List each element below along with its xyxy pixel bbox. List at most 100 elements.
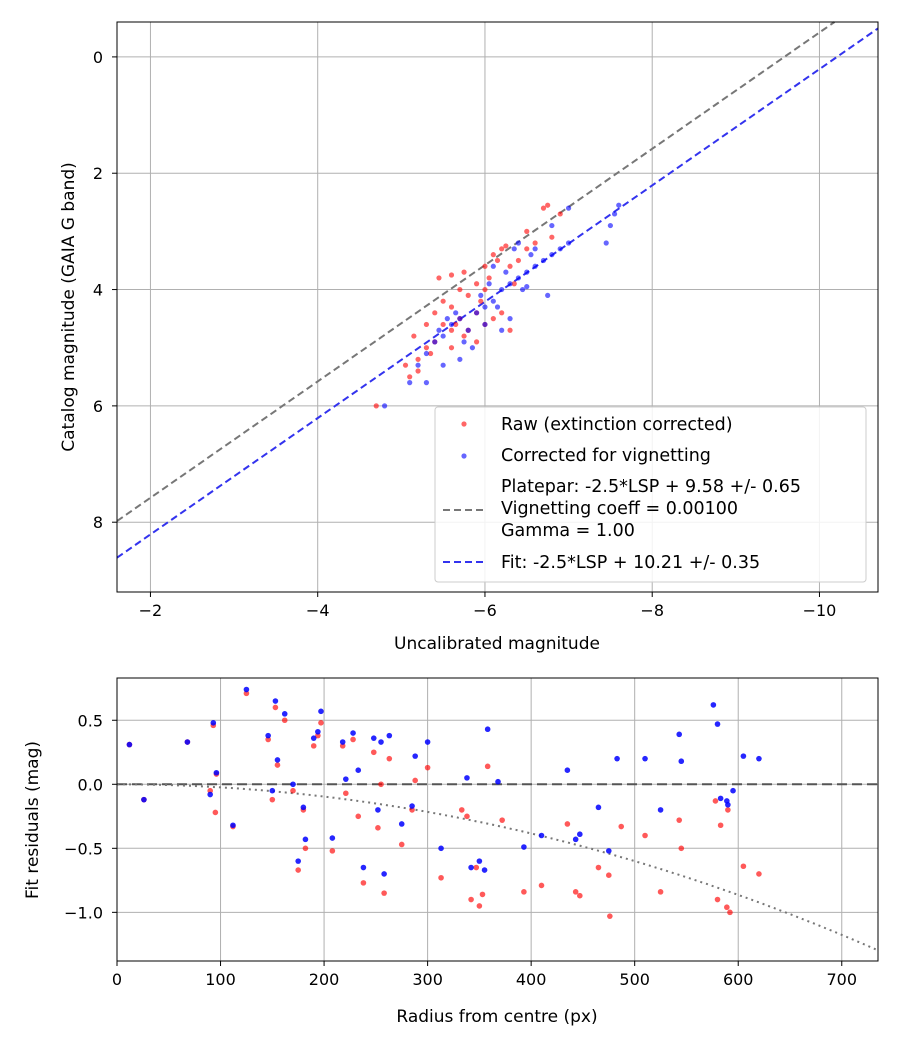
raw-residual-point (572, 889, 579, 895)
corrected-residual-point (577, 831, 583, 838)
corrected-residual-point (538, 832, 545, 839)
raw-point (453, 321, 459, 328)
raw-point (448, 327, 455, 333)
raw-residual-point (310, 743, 317, 749)
corrected-point (444, 316, 450, 322)
corrected-point (528, 252, 534, 258)
bottom-x-tick-label: 100 (205, 970, 236, 989)
raw-residual-point (398, 841, 405, 848)
corrected-residual-point (210, 720, 217, 726)
corrected-residual-point (398, 821, 405, 827)
bottom-grid (116, 678, 878, 961)
corrected-residual-point (756, 755, 762, 762)
corrected-residual-point (678, 758, 685, 765)
raw-residual-point (318, 720, 324, 726)
raw-residual-point (350, 736, 356, 743)
raw-residual-point (473, 864, 480, 871)
raw-residual-point (375, 825, 381, 831)
corrected-residual-point (360, 864, 367, 871)
corrected-residual-point (710, 702, 717, 708)
corrected-residual-point (438, 845, 444, 852)
corrected-point (499, 286, 505, 293)
corrected-residual-point (495, 778, 501, 785)
raw-residual-point (329, 848, 336, 854)
bottom-x-ticks: 0 100 200 300 400 500 600 700 (112, 961, 857, 989)
raw-residual-point (290, 787, 296, 794)
raw-residual-point (302, 845, 309, 852)
corrected-residual-point (381, 871, 387, 877)
corrected-point (549, 252, 555, 258)
raw-point (486, 275, 492, 281)
top-y-axis-title: Catalog magnitude (GAIA G band) (59, 162, 79, 452)
top-y-tick-label: 4 (93, 281, 103, 300)
raw-point (427, 350, 434, 357)
raw-residual-point (339, 743, 346, 749)
corrected-residual-point (318, 708, 324, 715)
corrected-residual-point (481, 867, 488, 873)
raw-residual-point (740, 863, 747, 870)
raw-point (482, 286, 488, 293)
corrected-point (453, 310, 459, 316)
raw-residual-point (468, 896, 474, 903)
corrected-residual-point (265, 732, 271, 739)
corrected-point (540, 257, 547, 264)
corrected-residual-point (564, 767, 571, 773)
raw-residual-point (717, 822, 724, 829)
corrected-residual-point (207, 791, 213, 798)
raw-residual-point (343, 790, 349, 797)
corrected-residual-point (717, 795, 724, 802)
bottom-x-tick-label: 500 (619, 970, 650, 989)
raw-point (503, 243, 509, 249)
corrected-residual-point (424, 739, 431, 745)
raw-residual-point (724, 904, 730, 911)
raw-residual-point (381, 890, 387, 896)
raw-point (507, 263, 513, 269)
raw-point (402, 362, 409, 368)
corrected-residual-point (614, 755, 620, 762)
corrected-point (382, 403, 388, 409)
corrected-residual-point (126, 741, 133, 748)
raw-residual-point (378, 781, 384, 788)
corrected-point (507, 281, 513, 287)
raw-point (423, 345, 430, 351)
corrected-point (499, 327, 505, 333)
raw-residual-point (269, 796, 276, 803)
raw-point (511, 281, 517, 287)
legend-fit: Fit: -2.5*LSP + 10.21 +/- 0.35 (501, 553, 760, 573)
raw-residual-point (618, 823, 625, 830)
corrected-residual-point (315, 728, 321, 735)
corrected-residual-point (714, 721, 721, 727)
bottom-reference-lines (117, 783, 879, 952)
corrected-point (557, 246, 563, 252)
corrected-point (440, 333, 446, 339)
bottom-x-tick-label: 600 (723, 970, 754, 989)
corrected-residual-point (378, 739, 384, 745)
corrected-residual-point (274, 757, 281, 763)
corrected-residual-point (468, 864, 474, 871)
raw-residual-point (424, 764, 431, 771)
raw-point (545, 202, 551, 208)
legend-vignetting: Vignetting coeff = 0.00100 (501, 499, 738, 519)
top-fit-lines (116, 21, 879, 559)
raw-point (507, 327, 513, 333)
top-plot-frame (116, 21, 879, 593)
top-y-ticks: 0 2 4 6 8 (93, 48, 117, 532)
corrected-residual-point (642, 755, 648, 762)
raw-residual-point (243, 690, 250, 697)
legend: Raw (extinction corrected) Corrected for… (434, 406, 867, 583)
raw-point (549, 234, 555, 240)
raw-residual-point (484, 763, 491, 770)
raw-residual-point (464, 813, 470, 820)
top-y-tick-label: 6 (93, 397, 103, 416)
bottom-y-axis-title: Fit residuals (mag) (23, 741, 43, 899)
raw-residual-point (725, 807, 731, 813)
corrected-point (407, 380, 413, 386)
corrected-residual-point (412, 753, 418, 759)
corrected-point (448, 321, 455, 328)
corrected-point (440, 362, 446, 368)
corrected-residual-point (243, 686, 250, 693)
corrected-residual-point (230, 822, 236, 829)
corrected-point (478, 292, 484, 298)
corrected-residual-point (350, 730, 356, 736)
raw-residual-point (295, 867, 301, 873)
